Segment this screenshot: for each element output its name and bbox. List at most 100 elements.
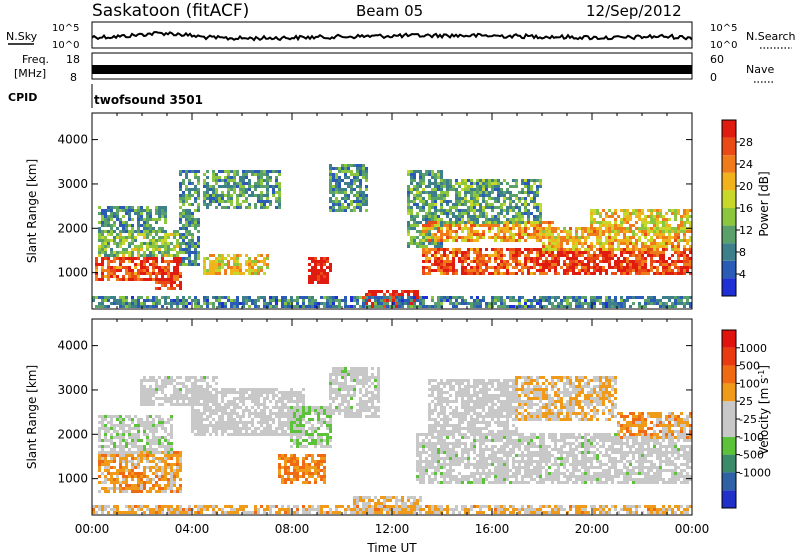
- heatmap-cell: [230, 400, 233, 403]
- heatmap-cell: [206, 415, 209, 418]
- heatmap-cell: [329, 391, 332, 394]
- heatmap-cell: [203, 203, 206, 206]
- heatmap-cell: [236, 269, 239, 272]
- heatmap-cell: [239, 272, 242, 275]
- heatmap-cell: [665, 269, 668, 272]
- heatmap-cell: [524, 263, 527, 266]
- heatmap-cell: [374, 293, 377, 296]
- heatmap-cell: [326, 281, 329, 284]
- heatmap-cell: [269, 391, 272, 394]
- heatmap-cell: [503, 200, 506, 203]
- heatmap-cell: [326, 296, 329, 299]
- heatmap-cell: [182, 194, 185, 197]
- heatmap-cell: [551, 388, 554, 391]
- heatmap-cell: [236, 254, 239, 257]
- heatmap-cell: [341, 299, 344, 302]
- heatmap-cell: [191, 251, 194, 254]
- heatmap-cell: [665, 260, 668, 263]
- heatmap-cell: [632, 263, 635, 266]
- heatmap-cell: [488, 197, 491, 200]
- heatmap-cell: [617, 269, 620, 272]
- heatmap-cell: [380, 302, 383, 305]
- heatmap-cell: [479, 391, 482, 394]
- heatmap-cell: [674, 272, 677, 275]
- heatmap-cell: [362, 170, 365, 173]
- heatmap-cell: [557, 305, 560, 308]
- heatmap-cell: [428, 412, 431, 415]
- heatmap-cell: [614, 230, 617, 233]
- heatmap-cell: [254, 173, 257, 176]
- heatmap-cell: [98, 296, 101, 299]
- heatmap-cell: [314, 269, 317, 272]
- heatmap-cell: [482, 394, 485, 397]
- heatmap-cell: [170, 281, 173, 284]
- heatmap-cell: [134, 230, 137, 233]
- heatmap-cell: [581, 245, 584, 248]
- heatmap-cell: [302, 415, 305, 418]
- heatmap-cell: [440, 382, 443, 385]
- heatmap-cell: [134, 266, 137, 269]
- heatmap-cell: [521, 179, 524, 182]
- heatmap-cell: [656, 209, 659, 212]
- heatmap-cell: [482, 206, 485, 209]
- heatmap-cell: [239, 400, 242, 403]
- heatmap-cell: [281, 403, 284, 406]
- heatmap-cell: [581, 400, 584, 403]
- heatmap-cell: [572, 266, 575, 269]
- heatmap-cell: [587, 260, 590, 263]
- heatmap-cell: [353, 370, 356, 373]
- heatmap-cell: [575, 302, 578, 305]
- heatmap-cell: [434, 185, 437, 188]
- heatmap-cell: [494, 266, 497, 269]
- heatmap-cell: [233, 302, 236, 305]
- heatmap-cell: [635, 260, 638, 263]
- heatmap-cell: [167, 278, 170, 281]
- heatmap-cell: [257, 179, 260, 182]
- heatmap-cell: [464, 400, 467, 403]
- heatmap-cell: [344, 164, 347, 167]
- heatmap-cell: [452, 203, 455, 206]
- heatmap-cell: [617, 242, 620, 245]
- heatmap-cell: [425, 212, 428, 215]
- heatmap-cell: [212, 266, 215, 269]
- heatmap-cell: [527, 236, 530, 239]
- heatmap-cell: [191, 242, 194, 245]
- heatmap-cell: [287, 305, 290, 308]
- heatmap-cell: [563, 236, 566, 239]
- heatmap-cell: [470, 218, 473, 221]
- heatmap-cell: [110, 266, 113, 269]
- heatmap-cell: [416, 170, 419, 173]
- heatmap-cell: [275, 388, 278, 391]
- heatmap-cell: [344, 188, 347, 191]
- heatmap-cell: [560, 239, 563, 242]
- heatmap-cell: [185, 185, 188, 188]
- heatmap-cell: [581, 391, 584, 394]
- heatmap-cell: [335, 188, 338, 191]
- heatmap-cell: [98, 233, 101, 236]
- heatmap-cell: [578, 248, 581, 251]
- heatmap-cell: [533, 385, 536, 388]
- heatmap-cell: [149, 376, 152, 379]
- heatmap-cell: [269, 200, 272, 203]
- heatmap-cell: [215, 403, 218, 406]
- heatmap-cell: [155, 218, 158, 221]
- heatmap-cell: [662, 272, 665, 275]
- heatmap-cell: [335, 182, 338, 185]
- heatmap-cell: [266, 197, 269, 200]
- heatmap-cell: [482, 296, 485, 299]
- heatmap-cell: [551, 400, 554, 403]
- heatmap-cell: [356, 191, 359, 194]
- heatmap-cell: [623, 230, 626, 233]
- heatmap-cell: [236, 412, 239, 415]
- heatmap-cell: [659, 260, 662, 263]
- heatmap-cell: [362, 176, 365, 179]
- heatmap-cell: [524, 248, 527, 251]
- heatmap-cell: [359, 400, 362, 403]
- heatmap-cell: [215, 260, 218, 263]
- heatmap-cell: [524, 257, 527, 260]
- heatmap-cell: [464, 236, 467, 239]
- heatmap-cell: [155, 239, 158, 242]
- heatmap-cell: [578, 412, 581, 415]
- heatmap-cell: [437, 182, 440, 185]
- heatmap-cell: [593, 409, 596, 412]
